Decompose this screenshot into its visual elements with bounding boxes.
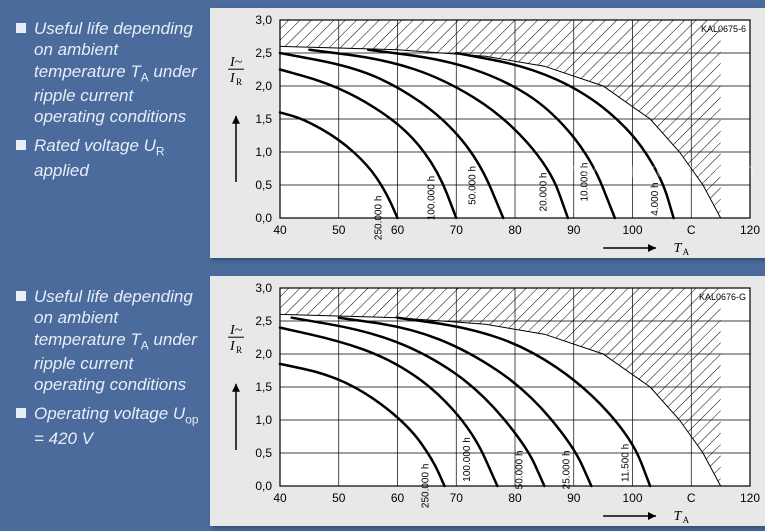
svg-text:0,5: 0,5 — [255, 446, 272, 460]
svg-text:20.000 h: 20.000 h — [538, 173, 549, 212]
svg-text:R: R — [236, 77, 242, 87]
svg-text:0,0: 0,0 — [255, 211, 272, 225]
svg-text:R: R — [236, 345, 242, 355]
svg-text:2,0: 2,0 — [255, 79, 272, 93]
bullet-list: Useful life depending on ambient tempera… — [16, 18, 202, 181]
svg-text:I~: I~ — [229, 323, 243, 338]
svg-text:50.000 h: 50.000 h — [515, 450, 526, 489]
bullet-item: Useful life depending on ambient tempera… — [16, 18, 202, 127]
svg-text:1,0: 1,0 — [255, 413, 272, 427]
svg-text:250.000 h: 250.000 h — [421, 464, 432, 509]
svg-text:40: 40 — [273, 491, 287, 505]
svg-text:KAL0676-G: KAL0676-G — [699, 292, 746, 302]
bullet-item: Operating voltage Uop = 420 V — [16, 403, 202, 449]
bullet-list: Useful life depending on ambient tempera… — [16, 286, 202, 449]
svg-text:25.000 h: 25.000 h — [562, 450, 573, 489]
svg-text:90: 90 — [567, 491, 581, 505]
svg-text:70: 70 — [450, 223, 464, 237]
svg-text:I: I — [229, 71, 236, 86]
svg-text:10.000 h: 10.000 h — [579, 163, 590, 202]
svg-text:100.000 h: 100.000 h — [427, 176, 438, 221]
svg-text:11.500 h: 11.500 h — [621, 444, 632, 482]
svg-text:3,0: 3,0 — [255, 281, 272, 295]
svg-text:0,0: 0,0 — [255, 479, 272, 493]
svg-text:2,5: 2,5 — [255, 314, 272, 328]
svg-text:80: 80 — [508, 223, 522, 237]
svg-text:A: A — [683, 515, 690, 525]
svg-text:50: 50 — [332, 223, 346, 237]
svg-text:1,0: 1,0 — [255, 145, 272, 159]
svg-text:80: 80 — [508, 491, 522, 505]
svg-text:4.000 h: 4.000 h — [650, 182, 661, 215]
block-operating-voltage: Useful life depending on ambient tempera… — [0, 276, 765, 526]
svg-text:C: C — [687, 223, 696, 237]
svg-text:1,5: 1,5 — [255, 112, 272, 126]
svg-text:250.000 h: 250.000 h — [374, 196, 385, 241]
svg-text:A: A — [683, 247, 690, 257]
svg-text:1,5: 1,5 — [255, 380, 272, 394]
svg-text:T: T — [674, 241, 683, 256]
bullet-item: Useful life depending on ambient tempera… — [16, 286, 202, 395]
bullet-item: Rated voltage UR applied — [16, 135, 202, 181]
svg-text:KAL0675-6: KAL0675-6 — [701, 24, 746, 34]
svg-text:100: 100 — [622, 223, 642, 237]
svg-text:50.000 h: 50.000 h — [468, 166, 479, 205]
svg-text:0,5: 0,5 — [255, 178, 272, 192]
svg-text:60: 60 — [391, 491, 405, 505]
chart-2: 40 50 60 70 80 90 100 120 C 0,0 0,5 1,0 1,5 2,0 2,5 3,0… — [210, 276, 765, 526]
svg-text:50: 50 — [332, 491, 346, 505]
svg-text:100.000 h: 100.000 h — [462, 437, 473, 482]
svg-text:60: 60 — [391, 223, 405, 237]
chart-1: 40 50 60 70 80 90 100 120 C 0,0 0,5 1,0 1,5 2,0 2,5 3,0… — [210, 8, 765, 258]
svg-text:2,0: 2,0 — [255, 347, 272, 361]
svg-text:2,5: 2,5 — [255, 46, 272, 60]
svg-text:70: 70 — [450, 491, 464, 505]
svg-text:100: 100 — [622, 491, 642, 505]
svg-text:I: I — [229, 339, 236, 354]
svg-text:C: C — [687, 491, 696, 505]
block-rated-voltage: Useful life depending on ambient tempera… — [0, 8, 765, 258]
svg-text:40: 40 — [273, 223, 287, 237]
svg-text:120: 120 — [740, 491, 760, 505]
svg-text:3,0: 3,0 — [255, 13, 272, 27]
svg-text:T: T — [674, 509, 683, 524]
svg-text:120: 120 — [740, 223, 760, 237]
bullets-1: Useful life depending on ambient tempera… — [0, 8, 210, 199]
bullets-2: Useful life depending on ambient tempera… — [0, 276, 210, 467]
svg-text:I~: I~ — [229, 55, 243, 70]
svg-text:90: 90 — [567, 223, 581, 237]
